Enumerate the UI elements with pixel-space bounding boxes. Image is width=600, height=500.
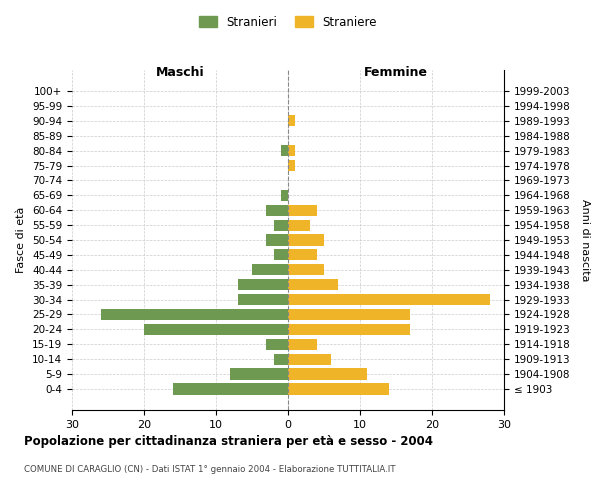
Text: Femmine: Femmine [364, 66, 428, 79]
Bar [288, 384, 389, 394]
Bar [252, 264, 288, 276]
Y-axis label: Anni di nascita: Anni di nascita [580, 198, 590, 281]
Bar [288, 368, 367, 380]
Bar [288, 234, 324, 246]
Bar [288, 145, 295, 156]
Bar [266, 234, 288, 246]
Bar [230, 368, 288, 380]
Bar [288, 354, 331, 365]
Bar [288, 294, 490, 305]
Bar [288, 264, 324, 276]
Bar [281, 145, 288, 156]
Bar [238, 294, 288, 305]
Bar [288, 324, 410, 335]
Bar [173, 384, 288, 394]
Y-axis label: Fasce di età: Fasce di età [16, 207, 26, 273]
Bar [144, 324, 288, 335]
Bar [288, 220, 310, 230]
Bar [266, 338, 288, 350]
Bar [238, 279, 288, 290]
Bar [266, 204, 288, 216]
Bar [274, 250, 288, 260]
Text: Popolazione per cittadinanza straniera per età e sesso - 2004: Popolazione per cittadinanza straniera p… [24, 435, 433, 448]
Legend: Stranieri, Straniere: Stranieri, Straniere [194, 11, 382, 34]
Bar [288, 250, 317, 260]
Bar [281, 190, 288, 201]
Bar [288, 204, 317, 216]
Bar [274, 220, 288, 230]
Bar [288, 279, 338, 290]
Text: Maschi: Maschi [155, 66, 205, 79]
Bar [288, 115, 295, 126]
Bar [288, 338, 317, 350]
Bar [101, 309, 288, 320]
Bar [288, 309, 410, 320]
Bar [288, 160, 295, 171]
Bar [274, 354, 288, 365]
Text: COMUNE DI CARAGLIO (CN) - Dati ISTAT 1° gennaio 2004 - Elaborazione TUTTITALIA.I: COMUNE DI CARAGLIO (CN) - Dati ISTAT 1° … [24, 465, 395, 474]
